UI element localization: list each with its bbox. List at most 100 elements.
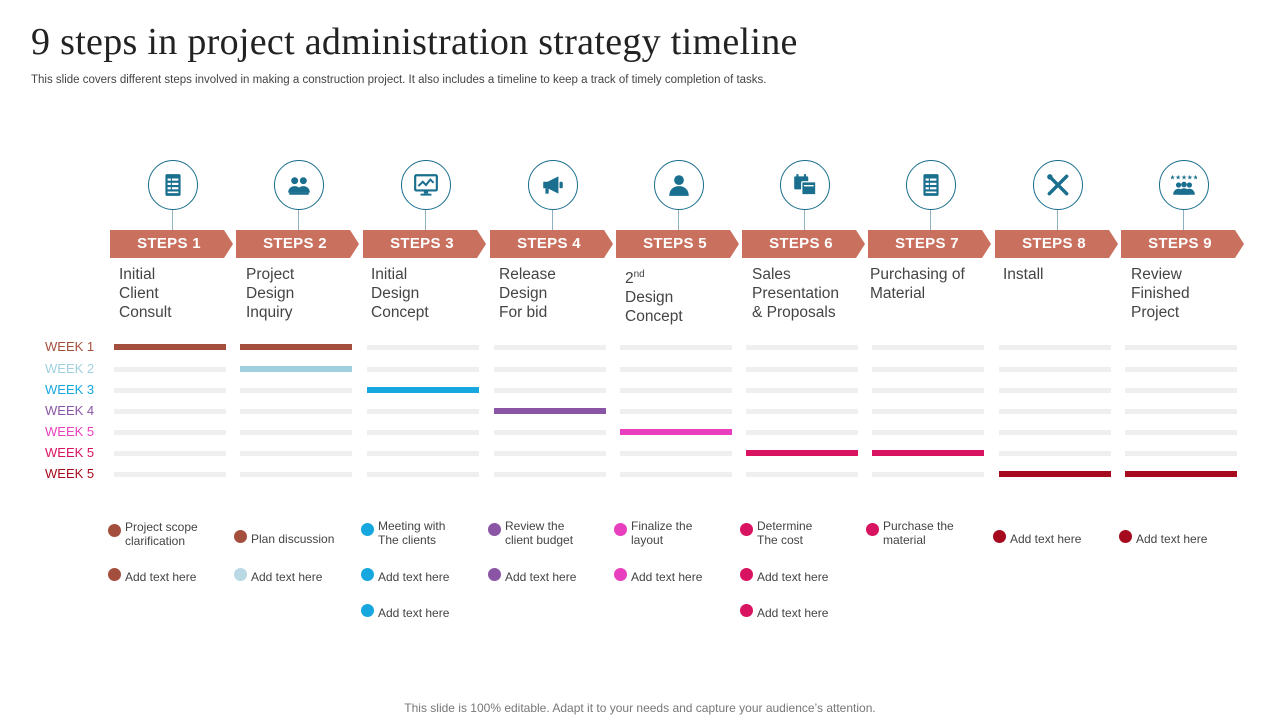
- bullet-text: Review the client budget: [505, 519, 574, 547]
- bullet-dot: [866, 523, 879, 536]
- bullet-dot: [614, 568, 627, 581]
- step-banner: STEPS 1: [110, 230, 234, 258]
- clipboard-list-icon: [918, 172, 944, 198]
- bullet-dot: [361, 568, 374, 581]
- bullet-text: Add text here: [757, 570, 829, 584]
- timeline-bar-active: [367, 387, 479, 393]
- timeline-bar-track: [367, 472, 479, 477]
- step-label: STEPS 8: [1022, 235, 1086, 252]
- step-icon-circle: [274, 160, 324, 210]
- step-column: STEPS 8 Install Add text here: [993, 0, 1119, 720]
- timeline-bar-track: [494, 388, 606, 393]
- timeline-bar-track: [999, 388, 1111, 393]
- timeline-bar-track: [872, 430, 984, 435]
- timeline-bar-track: [746, 367, 858, 372]
- bullet-dot: [234, 568, 247, 581]
- step-column: STEPS 3 Initial Design Concept Meeting wit…: [361, 0, 487, 720]
- timeline-bar-track: [240, 451, 352, 456]
- timeline-bar-track: [367, 430, 479, 435]
- bullet-text: Project scope clarification: [125, 520, 198, 548]
- timeline-bar-track: [367, 367, 479, 372]
- step-banner: STEPS 5: [616, 230, 740, 258]
- week-label: WEEK 5: [45, 424, 95, 439]
- step-banner: STEPS 2: [236, 230, 360, 258]
- step-description: 2nd Design Concept: [625, 265, 683, 326]
- timeline-bar-track: [367, 409, 479, 414]
- timeline-bar-track: [494, 367, 606, 372]
- timeline-bar-track: [114, 367, 226, 372]
- timeline-bar-active: [999, 471, 1111, 477]
- megaphone-icon: [540, 172, 566, 198]
- timeline-bar-track: [999, 409, 1111, 414]
- timeline-bar-track: [240, 409, 352, 414]
- step-icon-circle: [528, 160, 578, 210]
- bullet-dot: [740, 568, 753, 581]
- step-description-rest: Design Concept: [625, 289, 683, 326]
- timeline-bar-track: [1125, 409, 1237, 414]
- step-column: STEPS 4 Release Design For bid Review the …: [488, 0, 614, 720]
- step-description: Project Design Inquiry: [246, 266, 295, 321]
- timeline-bar-track: [240, 430, 352, 435]
- step-label: STEPS 9: [1148, 235, 1212, 252]
- connector-line: [172, 210, 173, 230]
- step-column: ★★★★★ STEPS 9 Review Finished Project Add t…: [1119, 0, 1245, 720]
- bullet-dot: [993, 530, 1006, 543]
- step-description-suffix: nd: [633, 269, 645, 280]
- timeline-bar-track: [620, 451, 732, 456]
- tools-cross-icon: [1045, 172, 1071, 198]
- week-label: WEEK 2: [45, 361, 95, 376]
- timeline-bar-track: [999, 451, 1111, 456]
- step-description: Release Design For bid: [499, 266, 556, 321]
- step-column: STEPS 5 2nd Design Concept Finalize the la…: [614, 0, 740, 720]
- step-icon-circle: [401, 160, 451, 210]
- timeline-bar-track: [114, 430, 226, 435]
- timeline-bar-track: [114, 451, 226, 456]
- timeline-bar-track: [746, 430, 858, 435]
- step-icon-circle: [654, 160, 704, 210]
- timeline-bar-track: [746, 472, 858, 477]
- step-icon-circle: [780, 160, 830, 210]
- slide-title: 9 steps in project administration strate…: [31, 21, 798, 63]
- timeline-bar-track: [620, 367, 732, 372]
- timeline-bar-track: [494, 451, 606, 456]
- bullet-dot: [488, 568, 501, 581]
- bullet-text: Finalize the layout: [631, 519, 693, 547]
- timeline-bar-track: [367, 345, 479, 350]
- bullet-text: Determine The cost: [757, 519, 813, 547]
- timeline-bar-track: [240, 388, 352, 393]
- bullet-text: Add text here: [125, 570, 197, 584]
- timeline-bar-track: [620, 388, 732, 393]
- step-banner: STEPS 7: [868, 230, 992, 258]
- bullet-dot: [108, 568, 121, 581]
- bullet-text: Add text here: [1010, 532, 1082, 546]
- timeline-bar-track: [114, 409, 226, 414]
- step-label: STEPS 5: [643, 235, 707, 252]
- timeline-bar-track: [620, 409, 732, 414]
- step-icon-circle: ★★★★★: [1159, 160, 1209, 210]
- step-label: STEPS 1: [137, 235, 201, 252]
- timeline-bar-track: [999, 367, 1111, 372]
- step-description: Sales Presentation & Proposals: [752, 266, 840, 321]
- bullet-text: Plan discussion: [251, 532, 335, 546]
- timeline-bar-active: [746, 450, 858, 456]
- timeline-bar-track: [494, 430, 606, 435]
- bullet-dot: [740, 523, 753, 536]
- bullet-text: Purchase the material: [883, 519, 954, 547]
- step-description: Initial Client Consult: [119, 266, 172, 321]
- step-description: Purchasing of Material: [870, 266, 965, 302]
- timeline-bar-active: [872, 450, 984, 456]
- step-description-ordinal: 2: [625, 270, 634, 288]
- connector-line: [930, 210, 931, 230]
- calendar-docs-icon: [792, 172, 818, 198]
- step-label: STEPS 4: [517, 235, 581, 252]
- timeline-bar-track: [872, 367, 984, 372]
- timeline-bar-track: [620, 345, 732, 350]
- bullet-dot: [108, 524, 121, 537]
- timeline-bar-track: [494, 472, 606, 477]
- connector-line: [1057, 210, 1058, 230]
- svg-text:★★★★★: ★★★★★: [1171, 174, 1197, 182]
- step-icon-circle: [148, 160, 198, 210]
- timeline-bar-track: [1125, 451, 1237, 456]
- timeline-bar-track: [872, 345, 984, 350]
- week-label: WEEK 1: [45, 339, 95, 354]
